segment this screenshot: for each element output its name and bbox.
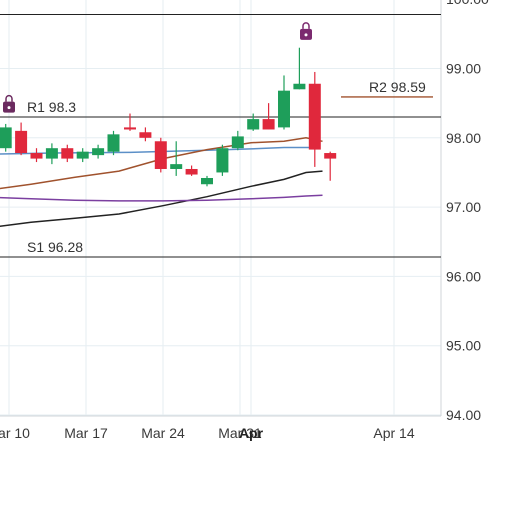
moving-average-line <box>0 194 323 202</box>
candle-body <box>278 90 290 128</box>
y-tick-label: 98.00 <box>446 130 481 146</box>
candle-body <box>201 177 213 185</box>
candle-body <box>185 168 198 175</box>
candle-body <box>30 153 43 159</box>
event-marker-dot <box>304 33 308 37</box>
candle-body <box>262 119 275 130</box>
moving-average-line <box>0 137 323 190</box>
y-axis: 94.00 95.00 96.00 97.00 98.00 99.00 100.00 <box>446 0 489 423</box>
x-tick-label: Mar 31 <box>218 425 262 441</box>
candle-body <box>231 136 244 149</box>
candle-body <box>139 132 152 138</box>
y-tick-label: 100.00 <box>446 0 489 7</box>
candle-body <box>92 148 105 156</box>
y-tick-label: 99.00 <box>446 61 481 77</box>
pivot-label: S1 96.28 <box>27 239 83 255</box>
x-tick-label: Mar 24 <box>141 425 185 441</box>
candle-body <box>324 153 337 159</box>
x-tick-label: ar 10 <box>0 425 30 441</box>
candle-body <box>15 130 28 154</box>
grid-lines <box>0 0 442 417</box>
candle-body <box>107 134 120 152</box>
candle-body <box>154 141 167 169</box>
event-marker-dot <box>7 106 11 110</box>
candles <box>0 47 337 187</box>
pivot-levels: R1 98.3 R2 98.59 S1 96.28 <box>0 13 441 258</box>
candle-body <box>61 148 74 159</box>
candle-body <box>45 148 58 159</box>
y-tick-label: 96.00 <box>446 268 481 284</box>
event-marker-shackle <box>5 94 13 102</box>
candle-body <box>76 151 89 159</box>
event-markers <box>3 22 312 113</box>
candle-body <box>0 127 12 149</box>
x-tick-label: Apr <box>239 425 264 441</box>
candle-body <box>216 148 229 173</box>
x-tick-label: Mar 17 <box>64 425 108 441</box>
candle-body <box>247 119 260 130</box>
x-tick-label: Apr 14 <box>373 425 414 441</box>
candle-body <box>308 83 321 150</box>
y-tick-label: 94.00 <box>446 407 481 423</box>
pivot-label: R1 98.3 <box>27 99 76 115</box>
candle-body <box>293 83 306 90</box>
y-tick-label: 97.00 <box>446 199 481 215</box>
candle-body <box>124 127 136 130</box>
event-marker-shackle <box>302 22 310 29</box>
y-tick-label: 95.00 <box>446 338 481 354</box>
pivot-label-r2: R2 98.59 <box>369 79 426 95</box>
candle-body <box>170 164 183 169</box>
